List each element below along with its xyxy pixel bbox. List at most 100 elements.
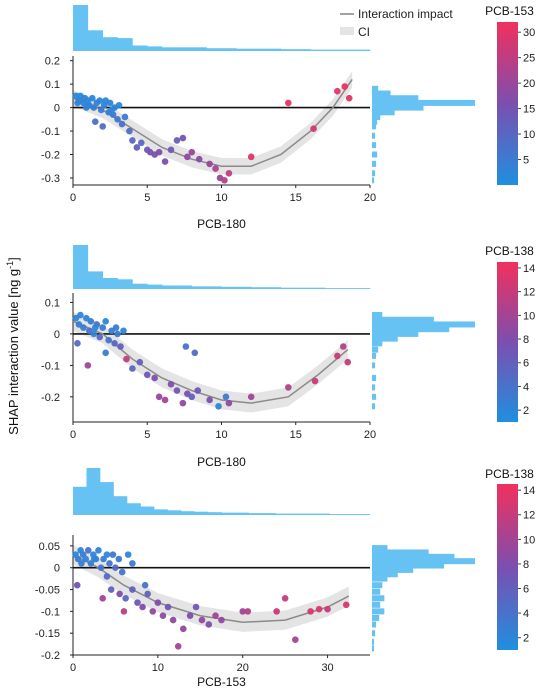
- y-tick-label: -0.2: [41, 650, 60, 662]
- data-point: [96, 333, 104, 341]
- data-point: [155, 393, 163, 401]
- data-point: [344, 358, 352, 366]
- top-histogram-bar: [221, 48, 237, 51]
- data-point: [161, 396, 169, 404]
- data-point: [129, 560, 136, 567]
- right-histogram-bar: [372, 170, 376, 177]
- top-histogram-bar: [235, 512, 249, 515]
- x-tick-label: 0: [70, 429, 76, 441]
- data-point: [345, 94, 353, 102]
- top-histogram-bar: [340, 288, 356, 289]
- data-point: [115, 101, 123, 109]
- top-histogram-bar: [236, 48, 252, 51]
- data-point: [121, 113, 129, 121]
- data-point: [311, 377, 319, 385]
- data-point: [151, 374, 158, 382]
- colorbar-tick-label: 10: [523, 310, 535, 322]
- right-histogram-bar: [372, 340, 383, 347]
- y-tick-label: -0.3: [41, 173, 60, 185]
- colorbar-tick-label: 14: [523, 263, 535, 275]
- right-histogram-bar: [372, 558, 475, 565]
- right-histogram-bar: [372, 326, 450, 333]
- right-histogram-bar: [372, 595, 385, 602]
- data-point: [95, 546, 102, 554]
- data-point: [138, 139, 145, 147]
- top-histogram-bar: [162, 47, 178, 51]
- data-point: [134, 599, 141, 606]
- right-histogram-bar: [372, 99, 475, 106]
- data-point: [281, 594, 289, 602]
- colorbar-title: PCB-138: [485, 244, 534, 258]
- right-histogram-bar: [372, 90, 391, 97]
- top-histogram-bar: [194, 511, 209, 515]
- data-point: [205, 621, 213, 628]
- colorbar-title: PCB-153: [485, 4, 534, 18]
- data-point: [90, 104, 98, 111]
- x-tick-label: 5: [144, 429, 150, 441]
- y-tick-label: 0.1: [45, 79, 60, 91]
- right-histogram-bar: [372, 575, 388, 582]
- data-point: [84, 362, 92, 369]
- top-histogram-bar: [191, 286, 207, 289]
- colorbar-tick-label: 4: [523, 608, 529, 620]
- right-histogram-bar: [372, 362, 376, 369]
- top-histogram-bar: [154, 509, 168, 515]
- data-point: [122, 594, 129, 602]
- top-histogram-bar: [117, 279, 133, 289]
- top-histogram-bar: [355, 288, 371, 289]
- data-point: [133, 144, 141, 151]
- right-histogram-bar: [372, 95, 419, 102]
- right-histogram-bar: [372, 177, 375, 184]
- right-histogram-bar: [372, 374, 377, 381]
- chart-panel-2: 0.1 0 -0.1 -0.2 0 5 10 15 20 PCB-180 PCB-138 14 12 10…: [41, 244, 535, 469]
- data-point: [174, 642, 182, 650]
- data-point: [292, 636, 299, 644]
- data-point: [285, 384, 292, 391]
- data-point: [173, 137, 181, 144]
- data-point: [118, 568, 126, 576]
- top-histogram-bar: [310, 287, 326, 289]
- data-point: [342, 601, 350, 609]
- chart-panel-1: 0.2 0.1 0 -0.1 -0.2 -0.3 0 5 10 15 20 PCB-180 PCB-15…: [41, 4, 535, 231]
- data-point: [164, 603, 172, 611]
- data-point: [144, 590, 151, 598]
- x-tick-label: 0: [70, 662, 76, 674]
- right-histogram-bar: [372, 132, 376, 139]
- top-histogram-bar: [208, 512, 222, 515]
- right-histogram-bar: [372, 630, 376, 637]
- data-point: [91, 118, 99, 125]
- top-histogram-bar: [140, 506, 155, 515]
- x-tick-label: 20: [237, 662, 249, 674]
- top-histogram-bar: [73, 486, 87, 515]
- data-point: [114, 116, 121, 123]
- right-histogram-bar: [372, 85, 379, 92]
- data-point: [73, 581, 81, 589]
- right-histogram-bar: [372, 160, 377, 167]
- data-point: [215, 402, 222, 410]
- right-histogram-bar: [372, 151, 378, 158]
- data-point: [99, 123, 106, 130]
- right-histogram-bar: [372, 403, 376, 410]
- data-point: [111, 340, 118, 347]
- top-histogram-bar: [206, 48, 222, 51]
- y-tick-label: -0.1: [41, 126, 60, 138]
- y-tick-label: 0: [54, 563, 60, 575]
- data-point: [129, 586, 136, 593]
- right-histogram-bar: [372, 562, 445, 569]
- right-histogram-bar: [372, 645, 375, 652]
- data-point: [167, 146, 175, 154]
- right-histogram-bar: [372, 316, 434, 323]
- right-histogram-bar: [372, 104, 424, 111]
- top-histogram-bar: [251, 287, 267, 289]
- y-tick-label: -0.1: [41, 606, 60, 618]
- top-histogram-bar: [167, 510, 182, 515]
- colorbar: [497, 484, 518, 650]
- top-histogram-bar: [275, 513, 290, 515]
- x-tick-label: 10: [215, 192, 227, 204]
- top-histogram-bar: [87, 271, 103, 289]
- data-point: [334, 87, 341, 95]
- top-histogram-bar: [127, 503, 141, 515]
- right-histogram-bar: [372, 549, 429, 556]
- right-histogram-bar: [372, 352, 377, 359]
- data-point: [78, 560, 85, 567]
